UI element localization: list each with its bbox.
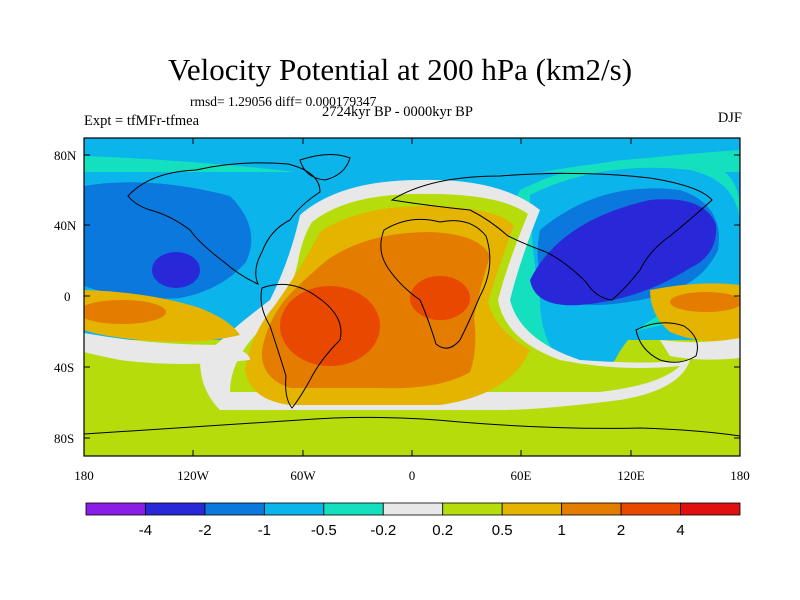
map-field [84,138,740,456]
field-asia-min [530,199,717,306]
lat-tick-label: 80S [54,431,74,446]
field-wpac-white [660,338,740,360]
lat-tick-label: 80N [54,148,77,163]
lon-tick-label: 60W [290,468,316,483]
lon-tick-label: 0 [409,468,416,483]
lon-tick-label: 120E [617,468,645,483]
colorbar-label: -0.5 [311,522,337,539]
colorbar-swatch [145,502,206,516]
lon-tick-label: 60E [511,468,532,483]
lat-tick-label: 40S [54,360,74,375]
lat-tick-marks [84,154,740,439]
colorbar-label: 2 [617,522,625,539]
colorbar-label: -4 [139,522,152,539]
lon-tick-label: 120W [177,468,210,483]
field-africa-max [410,276,470,320]
colorbar-swatch [85,502,146,516]
colorbar [85,502,741,516]
colorbar-label: -0.2 [370,522,396,539]
colorbar-swatch [501,502,563,516]
field-epac-white [84,333,250,364]
colorbar-swatch [382,502,444,516]
colorbar-label: 1 [557,522,565,539]
map-title: Velocity Potential at 200 hPa (km2/s) [167,52,633,87]
experiment-label: Expt = tfMFr-tfmea [84,113,200,129]
colorbar-swatch [680,502,741,516]
colorbar-labels: -4 -2 -1 -0.5 -0.2 0.2 0.5 1 2 4 [139,522,685,539]
field-arctic-blue [84,138,740,182]
colorbar-label: 4 [676,522,684,539]
field-samerica-max [280,286,380,366]
field-epac-orange [84,300,166,324]
colorbar-swatch [620,502,681,516]
colorbar-swatch [263,502,325,516]
colorbar-swatch [204,502,265,516]
colorbar-swatch [561,502,622,516]
rmsd-text: rmsd= 1.29056 diff= 0.000179347 [190,94,377,109]
colorbar-swatch [323,502,384,516]
colorbar-label: 0.2 [432,522,453,539]
colorbar-label: -2 [198,522,211,539]
period-text: 2724kyr BP - 0000kyr BP [322,104,473,120]
field-pacific-blue [84,182,252,299]
lon-tick-marks [192,138,632,456]
lon-tick-label: 180 [730,468,750,483]
colorbar-label: -1 [258,522,271,539]
field-wpac-orange [670,292,740,312]
lat-tick-label: 40N [54,218,77,233]
season-label: DJF [717,110,742,126]
colorbar-swatch [442,502,503,516]
colorbar-label: 0.5 [492,522,513,539]
lon-tick-label: 180 [74,468,94,483]
coastlines [84,154,740,437]
lat-tick-label: 0 [64,289,71,304]
field-pacific-min [152,252,200,288]
